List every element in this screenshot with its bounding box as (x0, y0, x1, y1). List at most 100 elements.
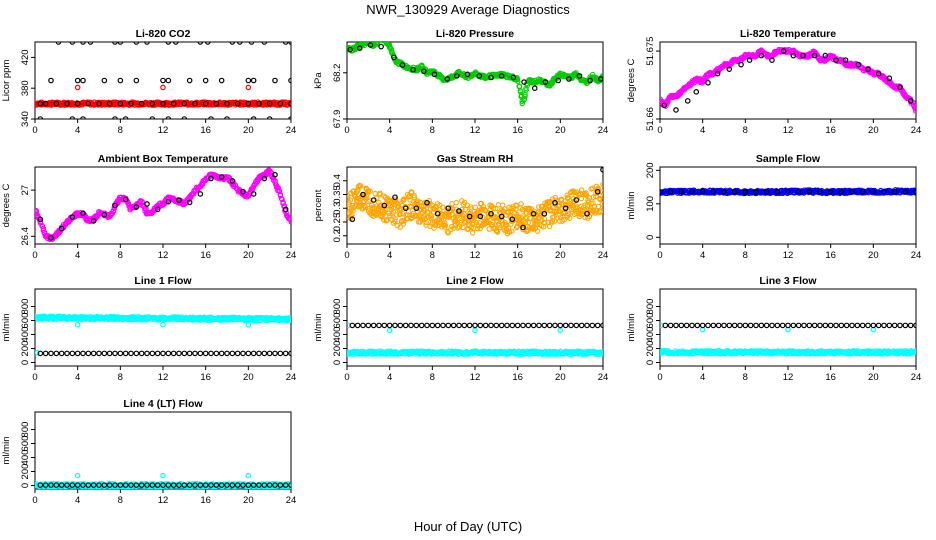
x-tick-label: 20 (243, 125, 254, 136)
data-point (347, 197, 354, 203)
data-point (276, 188, 283, 194)
x-tick-label: 24 (911, 125, 922, 136)
data-point (742, 189, 749, 195)
data-point (509, 216, 516, 223)
data-point (429, 322, 436, 329)
figure-xlabel: Hour of Day (UTC) (414, 519, 522, 534)
data-point (737, 322, 743, 329)
data-point (400, 221, 407, 227)
x-tick-label: 0 (32, 250, 37, 261)
data-point (261, 42, 268, 45)
data-point (424, 322, 430, 329)
data-point (450, 322, 457, 329)
data-point (229, 42, 236, 45)
data-point (160, 77, 166, 84)
x-tick-label: 12 (783, 250, 794, 261)
data-point (122, 350, 129, 357)
data-point (90, 350, 97, 357)
data-point (394, 200, 401, 207)
data-point (520, 322, 526, 329)
x-tick-label: 12 (470, 125, 481, 136)
data-point (96, 350, 102, 357)
data-point (392, 322, 398, 329)
y-axis-label: ml/min (626, 192, 637, 220)
data-point (683, 322, 690, 329)
data-point (421, 208, 428, 214)
data-point (390, 209, 397, 215)
x-tick-label: 24 (598, 250, 609, 261)
data-point (288, 350, 291, 357)
data-point (849, 322, 855, 329)
data-point (144, 350, 150, 357)
data-point (234, 100, 241, 107)
data-point (684, 98, 691, 104)
data-point (250, 77, 257, 84)
y-tick-label: 68.2 (332, 64, 343, 83)
data-point (522, 93, 528, 100)
data-point (715, 322, 722, 329)
data-point (462, 206, 468, 213)
data-point (482, 207, 488, 213)
x-tick-label: 12 (158, 250, 169, 261)
data-point (531, 85, 538, 92)
data-point (74, 100, 81, 107)
data-point (213, 100, 220, 107)
data-point (392, 194, 398, 201)
y-axis-label: degrees C (626, 58, 637, 102)
data-point (451, 225, 457, 231)
data-point (149, 350, 156, 357)
data-point (694, 322, 701, 329)
figure-title: NWR_130929 Average Diagnostics (366, 2, 570, 17)
data-point (520, 224, 526, 231)
data-point (552, 199, 558, 206)
y-tick-label: 600 (332, 313, 343, 329)
data-point (742, 322, 749, 329)
data-point (795, 322, 802, 329)
data-point (769, 57, 775, 63)
data-point (160, 350, 166, 357)
plot-area (347, 42, 603, 107)
data-point (456, 224, 463, 230)
data-point (474, 225, 481, 232)
data-point (891, 188, 898, 195)
plot-area (347, 322, 603, 357)
data-point (122, 116, 129, 119)
data-point (372, 190, 378, 197)
data-point (891, 322, 898, 329)
data-point (245, 350, 252, 357)
data-point (673, 322, 679, 329)
data-point (423, 219, 429, 226)
data-point (746, 57, 753, 63)
x-tick-label: 20 (555, 250, 566, 261)
data-point (165, 42, 172, 45)
y-tick-label: 600 (20, 313, 31, 329)
plot-frame (659, 166, 917, 245)
data-point (525, 219, 531, 226)
data-point (424, 209, 431, 215)
data-point (785, 188, 791, 195)
data-point (266, 100, 273, 107)
data-point (85, 350, 92, 357)
data-point (149, 116, 156, 119)
y-axis-label: percent (313, 189, 324, 221)
data-point (434, 210, 441, 217)
series-black (37, 350, 291, 357)
x-tick-label: 8 (743, 125, 748, 136)
data-point (389, 50, 396, 56)
data-point (48, 350, 54, 357)
series-black (347, 42, 603, 92)
data-point (440, 322, 446, 329)
data-point (192, 100, 198, 107)
data-point (843, 322, 850, 329)
data-point (586, 195, 593, 201)
data-point (377, 42, 381, 43)
data-point (381, 202, 388, 209)
data-point (476, 73, 483, 79)
x-tick-label: 24 (911, 250, 922, 261)
data-point (365, 322, 372, 329)
data-point (902, 188, 909, 195)
data-point (69, 42, 76, 45)
